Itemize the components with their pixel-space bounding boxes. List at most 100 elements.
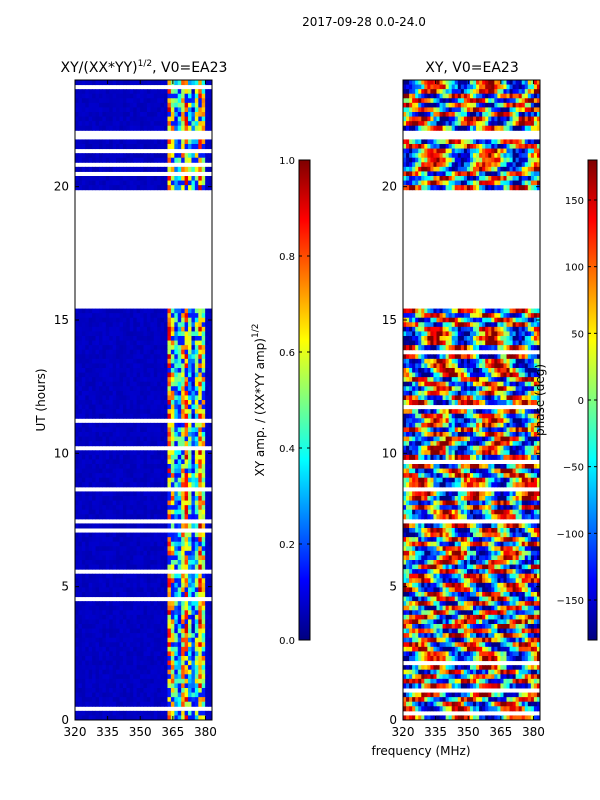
amp-heat-cell	[95, 422, 100, 428]
phase-heat-cell	[418, 84, 422, 90]
phase-heat-cell	[406, 166, 410, 172]
amp-heat-cell	[92, 496, 97, 502]
amp-heat-cell	[153, 582, 158, 588]
amp-heat-cell	[136, 482, 141, 488]
amp-heat-cell	[174, 601, 179, 607]
amp-heat-cell	[122, 432, 127, 438]
amp-heat-cell	[75, 546, 79, 552]
phase-heat-cell	[427, 153, 431, 159]
phase-heat-cell	[500, 121, 504, 127]
amp-heat-cell	[160, 688, 165, 694]
amp-heat-cell	[102, 546, 107, 552]
phase-heat-cell	[442, 112, 447, 118]
amp-heat-cell	[78, 166, 83, 172]
amp-heat-cell	[191, 610, 196, 616]
amp-heat-cell	[109, 468, 114, 474]
amp-heat-cell	[126, 422, 131, 428]
amp-heat-cell	[75, 125, 79, 131]
phase-heat-cell	[512, 153, 517, 159]
amp-heat-cell	[146, 550, 151, 556]
amp-heat-cell	[205, 112, 210, 118]
amp-heat-cell	[92, 432, 97, 438]
amp-heat-cell	[109, 413, 114, 419]
amp-heat-cell	[174, 112, 179, 118]
amp-heat-cell	[181, 413, 186, 419]
amp-heat-cell	[167, 500, 172, 506]
amp-heat-cell	[126, 592, 131, 598]
amp-heat-cell	[167, 354, 172, 360]
amp-heat-cell	[112, 633, 117, 639]
amp-heat-cell	[133, 715, 138, 721]
phase-heat-cell	[460, 166, 465, 172]
amp-heat-cell	[201, 331, 206, 337]
amp-heat-cell	[198, 683, 203, 689]
amp-heat-cell	[109, 390, 114, 396]
amp-heat-cell	[140, 317, 144, 323]
phase-heat-cell	[427, 98, 431, 104]
phase-heat-cell	[485, 157, 489, 163]
amp-heat-cell	[188, 144, 192, 150]
amp-heat-cell	[122, 605, 127, 611]
amp-heat-cell	[88, 656, 93, 662]
amp-heat-cell	[109, 500, 114, 506]
amp-heat-cell	[129, 541, 134, 547]
phase-heat-cell	[406, 102, 410, 108]
amp-heat-cell	[116, 601, 121, 607]
amp-heat-cell	[201, 450, 206, 456]
amp-heat-cell	[98, 432, 103, 438]
amp-heat-cell	[188, 500, 192, 506]
phase-heat-cell	[460, 176, 465, 182]
amp-heat-cell	[85, 646, 90, 652]
phase-heat-cell	[457, 102, 462, 108]
amp-heat-cell	[170, 381, 175, 387]
amp-heat-cell	[140, 637, 144, 643]
amp-heat-cell	[157, 546, 162, 552]
amp-heat-cell	[78, 651, 83, 657]
amp-heat-cell	[98, 505, 103, 511]
amp-heat-cell	[194, 610, 199, 616]
amp-heat-cell	[85, 322, 90, 328]
amp-heat-cell	[92, 326, 97, 332]
amp-heat-cell	[140, 669, 144, 675]
phase-heat-cell	[409, 116, 413, 122]
amp-heat-cell	[119, 496, 124, 502]
amp-heat-cell	[136, 500, 141, 506]
amp-heat-cell	[174, 537, 179, 543]
phase-heat-cell	[445, 144, 450, 150]
amp-heat-cell	[167, 363, 172, 369]
amp-heat-cell	[167, 665, 172, 671]
amp-heat-cell	[116, 633, 121, 639]
amp-heat-cell	[170, 386, 175, 392]
amp-heat-cell	[198, 473, 203, 479]
amp-heat-cell	[170, 107, 175, 113]
amp-heat-cell	[122, 674, 127, 680]
amp-heat-cell	[208, 116, 213, 122]
amp-heat-cell	[188, 692, 192, 698]
amp-heat-cell	[167, 112, 172, 118]
amp-heat-cell	[201, 381, 206, 387]
amp-heat-cell	[92, 436, 97, 442]
phase-heat-cell	[451, 93, 456, 99]
amp-heat-cell	[122, 582, 127, 588]
amp-heat-cell	[98, 532, 103, 538]
amp-heat-cell	[191, 427, 196, 433]
amp-heat-cell	[129, 683, 134, 689]
phase-heat-cell	[530, 148, 535, 154]
phase-heat-cell	[436, 121, 441, 127]
amp-heat-cell	[133, 436, 138, 442]
amp-heat-cell	[143, 573, 148, 579]
amp-heat-cell	[164, 381, 168, 387]
amp-heat-cell	[150, 390, 155, 396]
amp-heat-cell	[205, 409, 210, 415]
amp-heat-cell	[88, 482, 93, 488]
amp-heat-cell	[143, 665, 148, 671]
amp-heat-cell	[129, 587, 134, 593]
amp-heat-cell	[119, 317, 124, 323]
amp-y-tick-label: 0	[61, 713, 69, 727]
phase-heat-cell	[415, 125, 419, 131]
amp-heat-cell	[81, 665, 86, 671]
phase-heat-cell	[536, 171, 541, 177]
amp-heat-cell	[157, 409, 162, 415]
phase-heat-cell	[476, 139, 480, 145]
phase-heat-cell	[503, 157, 508, 163]
